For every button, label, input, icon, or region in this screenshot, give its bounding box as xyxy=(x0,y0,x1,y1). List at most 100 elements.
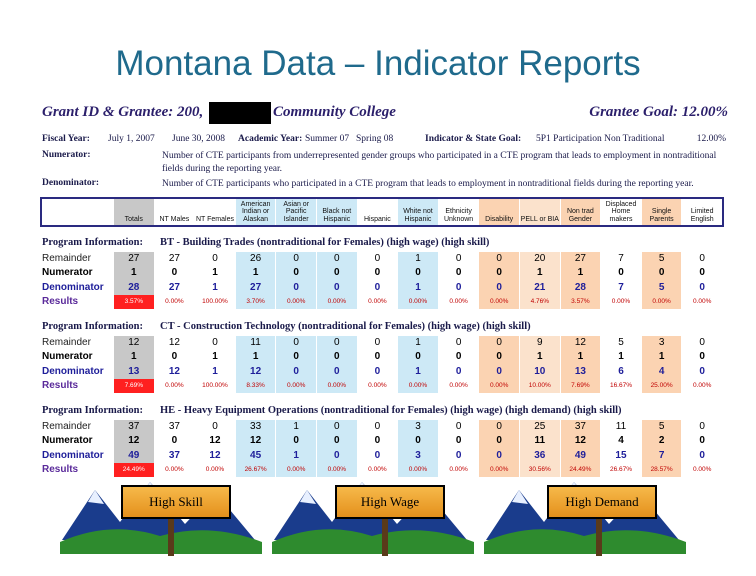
table-cell: 0.00% xyxy=(317,378,357,394)
table-cell: 20 xyxy=(520,252,560,267)
table-cell: 0 xyxy=(357,420,398,435)
table-cell: 0 xyxy=(438,266,479,281)
table-cell: 1 xyxy=(601,350,641,365)
table-cell: 27 xyxy=(154,280,195,295)
info-segment: Academic Year: xyxy=(238,134,303,144)
table-cell: 6 xyxy=(601,364,641,379)
table-cell: 0 xyxy=(682,280,722,295)
table-cell: 8.33% xyxy=(235,378,276,394)
table-cell: 12 xyxy=(195,434,235,449)
table-cell: 37 xyxy=(114,420,154,435)
table-cell: 0.00% xyxy=(357,294,398,310)
table-cell: 0 xyxy=(317,266,357,281)
table-cell: 0 xyxy=(317,434,357,449)
table-cell: 49 xyxy=(114,448,154,463)
grantee-college: Community College xyxy=(273,104,396,120)
table-cell: 25 xyxy=(520,420,560,435)
table-cell: 1 xyxy=(114,350,154,365)
table-cell: 12 xyxy=(114,336,154,351)
table-cell: 3 xyxy=(641,336,682,351)
table-cell: 0 xyxy=(438,448,479,463)
table-cell: 0.00% xyxy=(479,462,519,478)
column-header: Non trad Gender xyxy=(560,199,601,225)
table-cell: 0.00% xyxy=(317,462,357,478)
table-cell: 0 xyxy=(317,420,357,435)
table-cell: 1 xyxy=(235,266,276,281)
table-cell: 0 xyxy=(195,420,235,435)
table-cell: 0.00% xyxy=(398,462,438,478)
table-cell: 0.00% xyxy=(154,378,195,394)
table-cell: 0.00% xyxy=(682,462,722,478)
column-header: American Indian or Alaskan xyxy=(235,199,276,225)
column-header: Ethnicity Unknown xyxy=(438,199,479,225)
table-cell: 10.00% xyxy=(520,378,560,394)
table-cell: 0 xyxy=(317,350,357,365)
table-cell: 5 xyxy=(641,420,682,435)
table-cell: 0.00% xyxy=(641,294,682,310)
table-cell: 21 xyxy=(520,280,560,295)
info-segment: Spring 08 xyxy=(356,134,394,144)
sign-label: High Wage xyxy=(335,485,445,519)
table-cell: 0 xyxy=(479,434,519,449)
table-cell: 0 xyxy=(357,336,398,351)
table-cell: 33 xyxy=(235,420,276,435)
info-segment: 5P1 Participation Non Traditional xyxy=(536,134,665,144)
table-cell: 0 xyxy=(438,252,479,267)
table-cell: 3 xyxy=(398,420,438,435)
row-label: Remainder xyxy=(42,253,91,264)
table-cell: 100.00% xyxy=(195,294,235,310)
table-cell: 16.67% xyxy=(601,378,641,394)
table-cell: 3.57% xyxy=(560,294,601,310)
table-cell: 1 xyxy=(195,266,235,281)
table-cell: 0 xyxy=(438,336,479,351)
row-label: Results xyxy=(42,295,79,307)
table-cell: 0 xyxy=(479,336,519,351)
table-cell: 1 xyxy=(276,420,316,435)
table-cell: 0.00% xyxy=(195,462,235,478)
table-cell: 0 xyxy=(276,350,316,365)
row-label: Denominator xyxy=(42,281,104,293)
column-header: Hispanic xyxy=(357,199,398,225)
grantee-goal: Grantee Goal: 12.00% xyxy=(589,104,728,120)
table-cell: 4 xyxy=(641,364,682,379)
denominator-label: Denominator: xyxy=(42,178,99,188)
row-label: Numerator xyxy=(42,267,93,279)
table-cell: 25.00% xyxy=(641,378,682,394)
table-cell: 0 xyxy=(682,434,722,449)
row-label: Remainder xyxy=(42,421,91,432)
table-cell: 24.49% xyxy=(560,462,601,478)
table-cell: 5 xyxy=(601,336,641,351)
table-cell: 0 xyxy=(398,266,438,281)
table-cell: 0 xyxy=(276,266,316,281)
table-cell: 1 xyxy=(114,266,154,281)
table-cell: 0 xyxy=(357,280,398,295)
table-cell: 0 xyxy=(276,252,316,267)
table-cell: 12 xyxy=(235,364,276,379)
table-cell: 4 xyxy=(601,434,641,449)
table-cell: 49 xyxy=(560,448,601,463)
column-header: NT Females xyxy=(195,199,235,225)
table-cell: 0.00% xyxy=(154,462,195,478)
column-header: PELL or BIA xyxy=(520,199,560,225)
table-cell: 0 xyxy=(438,420,479,435)
table-cell: 0.00% xyxy=(276,462,316,478)
table-cell: 12 xyxy=(154,364,195,379)
table-cell: 0 xyxy=(682,420,722,435)
table-cell: 26 xyxy=(235,252,276,267)
table-cell: 11 xyxy=(601,420,641,435)
table-cell: 0 xyxy=(357,434,398,449)
table-cell: 5 xyxy=(641,280,682,295)
table-cell: 12 xyxy=(195,448,235,463)
table-cell: 1 xyxy=(520,266,560,281)
table-cell: 7.69% xyxy=(560,378,601,394)
table-cell: 1 xyxy=(276,448,316,463)
table-cell: 37 xyxy=(154,448,195,463)
table-cell: 0 xyxy=(357,364,398,379)
sign-label: High Skill xyxy=(121,485,231,519)
column-header-box xyxy=(40,197,724,227)
table-cell: 0 xyxy=(601,266,641,281)
program-label: Program Information: xyxy=(42,405,143,416)
info-segment: July 1, 2007 xyxy=(108,134,155,144)
table-cell: 0 xyxy=(438,434,479,449)
